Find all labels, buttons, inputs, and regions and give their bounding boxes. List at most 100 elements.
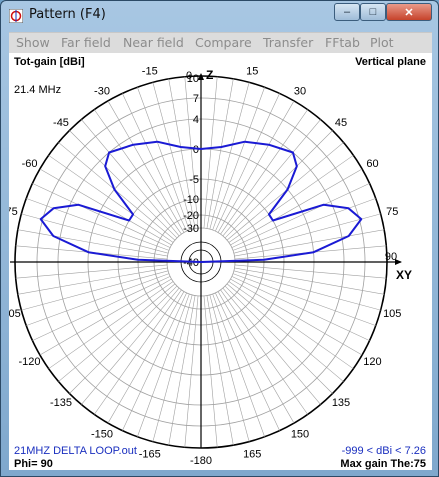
maximize-icon: □ [369, 6, 377, 18]
close-button[interactable]: ✕ [386, 3, 432, 21]
menu-fftab[interactable]: FFtab [325, 35, 360, 50]
angle-spoke [233, 213, 381, 254]
pattern-trace [39, 140, 363, 263]
angle-spoke [168, 78, 196, 229]
angle-label: 30 [294, 86, 306, 98]
angle-label: -135 [50, 397, 72, 409]
angle-spoke [58, 283, 176, 382]
angle-spoke [228, 281, 354, 369]
angle-spoke [234, 267, 385, 295]
angle-spoke [230, 168, 363, 246]
gain-range-label: -999 < dBi < 7.26 [341, 445, 426, 457]
angle-spoke [107, 100, 185, 233]
angle-spoke [217, 291, 295, 424]
menu-bar: Show Far field Near field Compare Transf… [9, 32, 432, 53]
angle-label: 90 [385, 251, 397, 263]
angle-spoke [234, 264, 387, 279]
plane-label: Vertical plane [355, 56, 426, 68]
angle-spoke [222, 119, 321, 237]
z-arrow-icon [198, 73, 204, 80]
max-gain-label: Max gain The:75 [340, 458, 426, 470]
angle-spoke [32, 276, 171, 341]
angle-label: 45 [335, 117, 347, 129]
angle-label: -150 [91, 428, 113, 440]
angle-label: -15 [142, 66, 158, 78]
angle-spoke [152, 82, 193, 230]
menu-transfer[interactable]: Transfer [263, 35, 314, 50]
angle-spoke [39, 278, 172, 356]
gain-ring-label: -30 [183, 223, 199, 235]
angle-spoke [231, 276, 370, 341]
angle-label: 165 [243, 448, 261, 460]
menu-near-field[interactable]: Near field [123, 35, 184, 50]
angle-spoke [234, 229, 385, 257]
angle-spoke [215, 292, 280, 431]
angle-spoke [69, 130, 178, 239]
menu-plot[interactable]: Plot [370, 35, 394, 50]
angle-label: -120 [19, 356, 41, 368]
angle-spoke [48, 155, 174, 243]
angle-spoke [209, 294, 250, 442]
angle-label: -60 [22, 158, 38, 170]
angle-spoke [137, 87, 190, 231]
angle-label: -105 [9, 308, 21, 320]
angle-spoke [203, 76, 218, 229]
menu-show[interactable]: Show [16, 35, 50, 50]
angle-spoke [48, 281, 174, 369]
angle-spoke [220, 109, 308, 235]
axis-z-label: Z [206, 68, 213, 82]
angle-spoke [94, 109, 182, 235]
angle-spoke [122, 292, 187, 431]
angle-label: -180 [190, 455, 212, 467]
angle-label: -45 [53, 117, 69, 129]
gain-ring-label: -40 [183, 257, 199, 269]
gain-ring-label: -20 [183, 210, 199, 222]
angle-spoke [69, 285, 178, 394]
menu-compare[interactable]: Compare [195, 35, 252, 50]
angle-spoke [17, 267, 168, 295]
angle-spoke [206, 78, 234, 229]
angle-spoke [81, 287, 180, 405]
angle-spoke [21, 270, 169, 311]
xy-arrow-icon [395, 259, 402, 265]
menu-far-field[interactable]: Far field [61, 35, 111, 50]
gain-ring-label: 10 [187, 73, 199, 85]
angle-spoke [32, 183, 171, 248]
close-icon: ✕ [404, 6, 414, 19]
angle-spoke [224, 285, 333, 394]
title-bar[interactable]: Pattern (F4) – □ ✕ [1, 1, 438, 31]
angle-spoke [184, 76, 199, 229]
angle-label: 15 [246, 66, 258, 78]
angle-label: 120 [363, 356, 381, 368]
angle-label: 60 [366, 158, 378, 170]
angle-spoke [17, 229, 168, 257]
angle-label: -165 [139, 448, 161, 460]
plot-area: Z XY 10 7 4 0 -5 -10 -20 -30 -40 0 15 30 45 60 75 90 105 12… [9, 53, 432, 470]
frequency-label: 21.4 MHz [14, 84, 62, 96]
angle-spoke [15, 264, 168, 279]
window-title: Pattern (F4) [29, 7, 106, 22]
plot-quantity-label: Tot-gain [dBi] [14, 56, 85, 68]
angle-spoke [232, 273, 376, 326]
minimize-button[interactable]: – [334, 3, 360, 21]
angle-label: -30 [94, 86, 110, 98]
angle-label: -75 [9, 206, 18, 218]
angle-spoke [184, 295, 199, 448]
angle-label: 135 [332, 397, 350, 409]
angle-spoke [220, 289, 308, 415]
angle-spoke [39, 168, 172, 246]
angle-spoke [206, 295, 234, 446]
angle-spoke [168, 295, 196, 446]
maximize-button[interactable]: □ [360, 3, 386, 21]
angle-spoke [215, 93, 280, 232]
angle-label: 105 [383, 308, 401, 320]
angle-label: 75 [386, 206, 398, 218]
gain-ring-label: -10 [183, 194, 199, 206]
angle-spoke [232, 198, 376, 251]
angle-spoke [94, 289, 182, 415]
minimize-icon: – [343, 6, 351, 18]
angle-spoke [209, 82, 250, 230]
angle-spoke [231, 183, 370, 248]
angle-spoke [212, 293, 265, 437]
